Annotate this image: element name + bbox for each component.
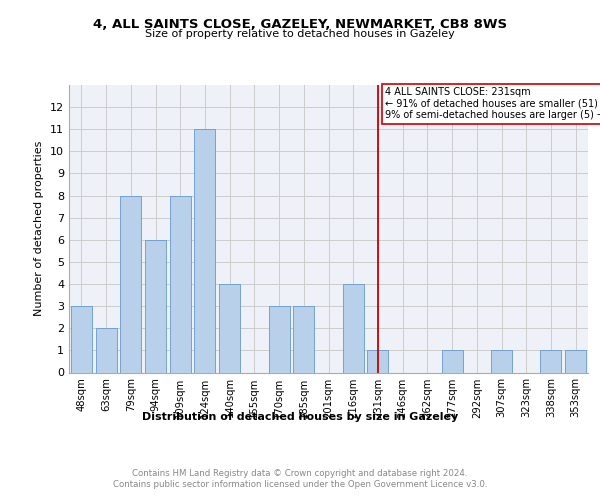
Bar (442, 350, 463, 372)
Y-axis label: Number of detached properties: Number of detached properties (34, 141, 44, 316)
Bar (194, 129, 215, 372)
Bar (120, 196, 141, 372)
Bar (565, 350, 586, 372)
Bar (269, 306, 290, 372)
Bar (343, 284, 364, 372)
Bar (541, 350, 562, 372)
Bar (170, 196, 191, 372)
Bar (219, 284, 240, 372)
Text: Size of property relative to detached houses in Gazeley: Size of property relative to detached ho… (145, 29, 455, 39)
Bar (491, 350, 512, 372)
Text: Distribution of detached houses by size in Gazeley: Distribution of detached houses by size … (142, 412, 458, 422)
Text: Contains HM Land Registry data © Crown copyright and database right 2024.: Contains HM Land Registry data © Crown c… (132, 469, 468, 478)
Bar (95, 328, 116, 372)
Bar (71, 306, 92, 372)
Text: 4 ALL SAINTS CLOSE: 231sqm
← 91% of detached houses are smaller (51)
9% of semi-: 4 ALL SAINTS CLOSE: 231sqm ← 91% of deta… (385, 87, 600, 120)
Bar (367, 350, 388, 372)
Text: 4, ALL SAINTS CLOSE, GAZELEY, NEWMARKET, CB8 8WS: 4, ALL SAINTS CLOSE, GAZELEY, NEWMARKET,… (93, 18, 507, 30)
Bar (145, 240, 166, 372)
Text: Contains public sector information licensed under the Open Government Licence v3: Contains public sector information licen… (113, 480, 487, 489)
Bar (293, 306, 314, 372)
